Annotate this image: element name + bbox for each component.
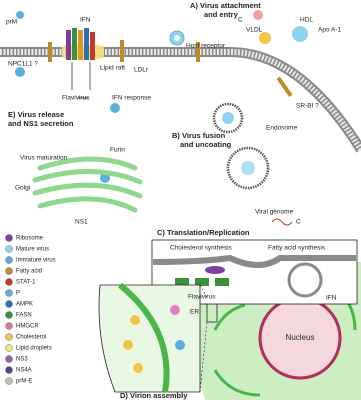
legend-icon xyxy=(5,300,13,308)
legend-icon xyxy=(5,245,13,253)
legend-icon xyxy=(5,289,13,297)
legend-label: Immature virus xyxy=(16,258,56,264)
label: NS1 xyxy=(75,219,88,226)
legend-icon xyxy=(5,377,13,385)
legend-icon xyxy=(5,322,13,330)
legend-icon xyxy=(5,311,13,319)
label: Golgi xyxy=(15,185,30,192)
legend-label: NS3 xyxy=(16,357,28,363)
legend-label: HMGCR xyxy=(16,324,39,330)
legend-label: Mature virus xyxy=(16,247,49,253)
legend-label: Lipid droplets xyxy=(16,346,52,352)
legend-icon xyxy=(5,333,13,341)
label: Viral genome xyxy=(255,209,294,216)
label: Nucleus xyxy=(286,333,315,342)
label: Flavivirus xyxy=(62,95,90,102)
legend-label: Ribosome xyxy=(16,236,44,242)
replication-vesicle xyxy=(287,262,323,298)
label: Cholesterol synthesis xyxy=(170,245,233,252)
membrane-beads xyxy=(0,49,361,152)
legend-icon xyxy=(5,355,13,363)
label: NPC1L1 ? xyxy=(8,61,38,68)
legend-label: AMPK xyxy=(16,302,33,308)
golgi xyxy=(32,156,143,213)
label: HDL xyxy=(300,17,313,24)
legend-label: Fatty acid xyxy=(16,269,42,275)
label: SR-BI ? xyxy=(296,103,319,110)
legend-icon xyxy=(5,267,13,275)
panel-title: A) Virus attachment xyxy=(190,1,261,10)
inset-d xyxy=(98,284,201,393)
legend-icon xyxy=(5,234,13,242)
panel-title: D) Virion assembly xyxy=(120,391,188,400)
label: Endosome xyxy=(266,125,297,132)
label: IFN xyxy=(326,295,337,302)
label: Furin xyxy=(110,147,125,154)
label: LDLr xyxy=(134,67,149,74)
er-membrane xyxy=(118,282,170,393)
legend-label: FASN xyxy=(16,313,32,319)
label: Apo A-1 xyxy=(318,27,342,34)
viral-genome-strand xyxy=(271,218,293,226)
legend-label: STAT-1 xyxy=(16,280,36,286)
panel-title: B) Virus fusion xyxy=(172,131,226,140)
legend-icon xyxy=(5,344,13,352)
legend-icon xyxy=(5,366,13,374)
label: VLDL xyxy=(246,27,263,34)
legend-icon xyxy=(5,278,13,286)
endosomes xyxy=(212,102,270,190)
panel-title: and NS1 secretion xyxy=(8,119,74,128)
label: Lipid raft xyxy=(100,65,125,72)
zoom-lines xyxy=(199,284,208,393)
legend-label: Cholesterol xyxy=(16,335,46,341)
panel-title: E) Virus release xyxy=(8,110,64,119)
label: IFN xyxy=(80,17,91,24)
receptors xyxy=(48,28,293,97)
legend-label: prM-E xyxy=(16,379,32,385)
signaling-arrows xyxy=(71,62,91,99)
panel-title: and entry xyxy=(204,10,239,19)
label: ER xyxy=(190,309,199,316)
panel-title: C) Translation/Replication xyxy=(157,228,250,237)
label: Virus maturation xyxy=(20,155,68,162)
legend-label: NS4A xyxy=(16,368,32,374)
inset-boxes xyxy=(175,266,229,286)
label: prM xyxy=(6,19,17,26)
inset-membrane xyxy=(152,254,356,268)
label: Flavivirus xyxy=(188,294,216,301)
panel-title: and uncoating xyxy=(180,140,232,149)
legend-label: P xyxy=(16,291,20,297)
label: IFN response xyxy=(112,95,151,102)
virus xyxy=(241,161,255,175)
legend-icon xyxy=(5,256,13,264)
viruses xyxy=(15,10,308,183)
legend: Ribosome Mature virus Immature virus Fatty … xyxy=(5,234,56,385)
label: C xyxy=(296,219,301,226)
label: C xyxy=(238,17,243,24)
assembly-particles xyxy=(123,305,185,373)
label: Host receptor xyxy=(186,43,226,50)
virus xyxy=(222,112,234,124)
label: Fatty acid synthesis xyxy=(268,245,326,252)
